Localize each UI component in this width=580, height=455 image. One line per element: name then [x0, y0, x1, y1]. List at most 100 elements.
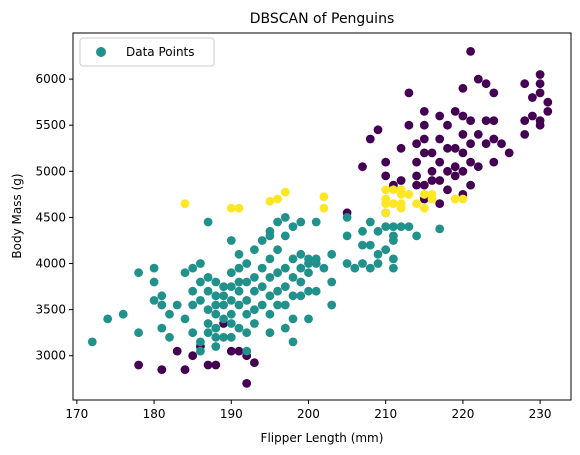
data-point — [419, 134, 429, 144]
data-point — [535, 120, 545, 130]
data-point — [311, 286, 321, 296]
data-point — [458, 130, 468, 139]
data-point — [419, 107, 429, 116]
data-point — [419, 203, 429, 213]
data-point — [458, 111, 468, 121]
y-tick-label: 3000 — [35, 349, 66, 363]
data-point — [466, 157, 475, 167]
data-point — [157, 323, 167, 333]
data-point — [381, 208, 391, 218]
data-point — [373, 226, 383, 236]
data-point — [226, 203, 236, 213]
data-point — [203, 360, 213, 370]
data-point — [288, 337, 298, 347]
data-point — [250, 358, 259, 368]
data-point — [134, 268, 144, 278]
data-point — [242, 346, 252, 356]
data-point — [134, 328, 144, 338]
data-point — [435, 199, 445, 209]
data-point — [280, 323, 290, 333]
data-point — [219, 332, 229, 342]
data-point — [288, 314, 298, 324]
data-point — [296, 291, 306, 301]
data-point — [273, 268, 282, 278]
data-point — [350, 263, 360, 273]
data-point — [180, 314, 190, 324]
data-point — [257, 236, 267, 245]
data-point — [528, 111, 537, 121]
data-point — [157, 291, 167, 301]
data-point — [365, 217, 375, 227]
data-point — [242, 328, 252, 338]
data-point — [342, 213, 352, 222]
data-point — [396, 203, 406, 213]
data-point — [466, 116, 475, 125]
data-point — [242, 296, 252, 305]
y-tick-label: 4500 — [35, 210, 66, 224]
data-point — [196, 259, 205, 268]
data-point — [342, 259, 352, 268]
data-point — [435, 134, 445, 144]
data-point — [265, 328, 275, 338]
data-point — [226, 309, 236, 319]
data-point — [180, 268, 190, 278]
data-point — [520, 79, 530, 89]
data-point — [280, 282, 290, 291]
data-point — [520, 130, 530, 139]
data-point — [87, 337, 97, 347]
data-point — [149, 277, 159, 287]
data-point — [319, 192, 329, 202]
y-tick-label: 5000 — [35, 164, 66, 178]
data-point — [381, 222, 391, 232]
data-point — [149, 263, 159, 273]
data-point — [250, 286, 259, 296]
data-point — [381, 199, 391, 209]
data-point — [504, 148, 514, 158]
legend: Data Points — [79, 37, 215, 67]
x-axis-ticks: 170 180 190 200 210 220 230 — [65, 400, 552, 421]
data-point — [443, 120, 452, 130]
data-point — [296, 263, 306, 273]
data-point — [103, 314, 113, 324]
data-point — [226, 332, 236, 342]
data-point — [458, 166, 468, 176]
data-point — [250, 305, 259, 314]
data-point — [450, 194, 460, 204]
data-point — [234, 286, 244, 296]
data-point — [226, 346, 236, 356]
data-point — [373, 125, 383, 135]
data-point — [288, 222, 298, 232]
data-point — [296, 277, 306, 287]
data-point — [273, 286, 282, 296]
data-point — [412, 171, 421, 181]
data-point — [180, 365, 190, 374]
data-point — [265, 273, 275, 282]
y-tick-label: 3500 — [35, 303, 66, 317]
data-point — [226, 268, 236, 278]
data-point — [373, 249, 383, 259]
data-point — [427, 190, 437, 199]
data-point — [273, 245, 282, 255]
x-tick-label: 230 — [529, 407, 552, 421]
data-point — [489, 88, 499, 98]
data-point — [250, 245, 259, 255]
x-tick-label: 170 — [65, 407, 88, 421]
data-point — [427, 176, 437, 185]
data-point — [265, 226, 275, 236]
data-point — [273, 300, 282, 310]
data-point — [389, 199, 398, 209]
legend-box — [79, 37, 215, 67]
data-point — [311, 217, 321, 227]
data-point — [211, 300, 221, 310]
data-point — [443, 143, 452, 153]
data-point — [280, 231, 290, 241]
data-point — [203, 273, 213, 282]
data-point — [419, 148, 429, 158]
data-point — [219, 314, 229, 324]
data-point — [412, 157, 421, 167]
data-point — [473, 130, 483, 139]
x-tick-label: 190 — [220, 407, 243, 421]
data-point — [327, 249, 337, 259]
data-point — [396, 190, 406, 199]
data-point — [365, 240, 375, 250]
